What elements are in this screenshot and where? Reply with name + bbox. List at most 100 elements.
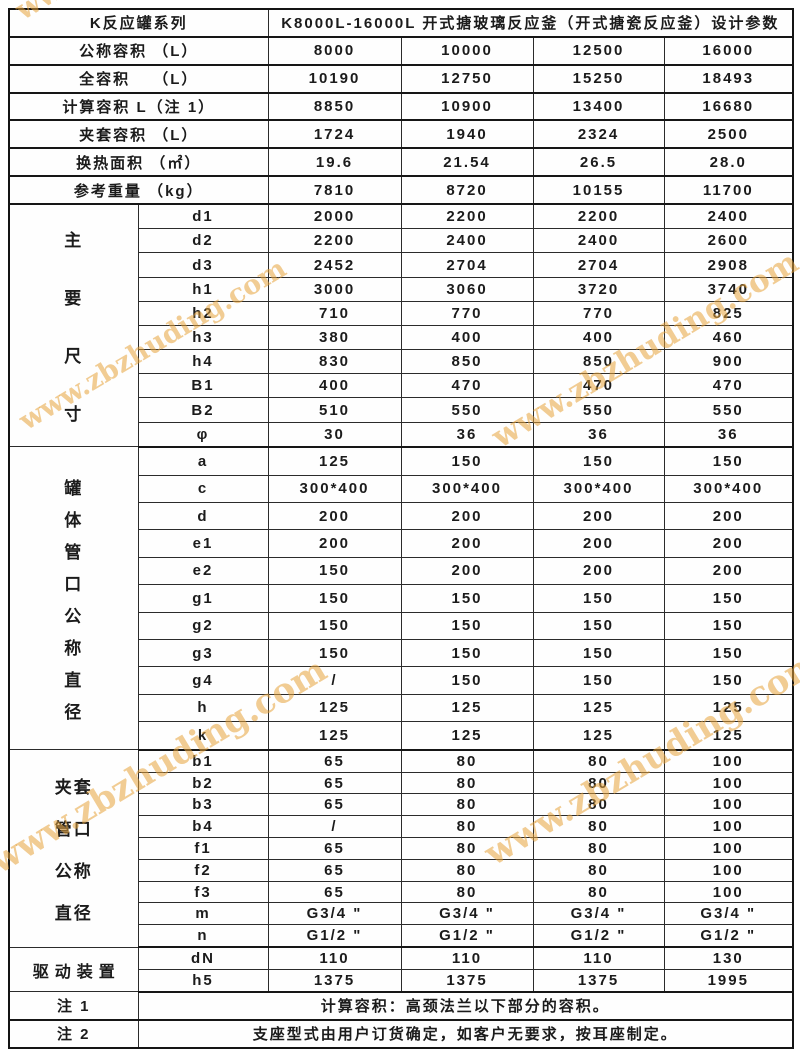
value-cell: 150 — [267, 584, 402, 613]
note-label-cell: 注 2 — [8, 1019, 139, 1049]
value-cell: 2200 — [532, 203, 665, 230]
value-cell: 21.54 — [400, 147, 534, 178]
value-cell: 125 — [267, 693, 402, 723]
value-cell: 710 — [267, 300, 402, 326]
group-label-char: 尺 — [64, 347, 84, 367]
param-name-cell: φ — [137, 421, 269, 448]
value-cell: 10900 — [400, 92, 534, 122]
value-cell: 2200 — [267, 228, 402, 254]
note-text-cell: 计算容积：高颈法兰以下部分的容积。 — [137, 991, 794, 1021]
table-row: c 300*400 300*400 300*400 300*400 — [9, 474, 794, 503]
value-cell: 150 — [532, 666, 665, 695]
param-name-cell: g4 — [137, 666, 269, 695]
value-cell: 18493 — [663, 64, 794, 94]
summary-label-cell: 计算容积 L（注 1） — [8, 92, 269, 122]
param-name-cell: c — [137, 474, 269, 503]
value-cell: 100 — [663, 858, 794, 882]
value-cell: 200 — [532, 529, 665, 558]
group-cell-vessel-nozzle-nominal-diameter: 罐体管口公称直径 — [8, 446, 139, 751]
value-cell: 300*400 — [267, 474, 402, 503]
note-label-cell: 注 1 — [8, 991, 139, 1021]
value-cell: 300*400 — [532, 474, 665, 503]
value-cell: 2704 — [400, 252, 534, 278]
value-cell: 150 — [267, 556, 402, 586]
value-cell: 3000 — [267, 276, 402, 302]
value-cell: 3740 — [663, 276, 794, 302]
value-cell: 16000 — [663, 36, 794, 66]
value-cell: 150 — [267, 611, 402, 640]
summary-label-cell: 夹套容积 （L） — [8, 119, 269, 150]
group-cell-drive-unit: 驱动装置 — [8, 946, 139, 993]
value-cell: 125 — [663, 693, 794, 723]
table-row: 计算容积 L（注 1） 8850 10900 13400 16680 — [8, 92, 794, 122]
table-row: φ 30 36 36 36 — [9, 421, 794, 448]
table-row: 全容积 （L） 10190 12750 15250 18493 — [8, 64, 794, 94]
value-cell: 2400 — [663, 203, 794, 230]
table-row: b2 65 80 80 100 — [9, 771, 794, 795]
table-row: B1 400 470 470 470 — [9, 373, 794, 399]
table-title-cell: K8000L-16000L 开式搪玻璃反应釜（开式搪瓷反应釜）设计参数 — [267, 8, 794, 38]
value-cell: 125 — [532, 721, 665, 751]
value-cell: 80 — [532, 771, 665, 795]
value-cell: 510 — [267, 397, 402, 423]
value-cell: 470 — [400, 373, 534, 399]
value-cell: 100 — [663, 837, 794, 860]
value-cell: 80 — [400, 880, 534, 904]
table-row: 注 2 支座型式由用户订货确定，如客户无要求，按耳座制定。 — [8, 1019, 794, 1049]
spec-table-body: K反应罐系列 K8000L-16000L 开式搪玻璃反应釜（开式搪瓷反应釜）设计参… — [8, 8, 794, 1049]
value-cell: 550 — [400, 397, 534, 423]
value-cell: 125 — [267, 446, 402, 476]
value-cell: 80 — [532, 858, 665, 882]
value-cell: 10190 — [267, 64, 402, 94]
value-cell: 400 — [532, 324, 665, 351]
value-cell: 12750 — [400, 64, 534, 94]
table-row: 夹套容积 （L） 1724 1940 2324 2500 — [8, 119, 794, 150]
value-cell: 80 — [400, 771, 534, 795]
group-label-char: 体 — [64, 510, 84, 530]
param-name-cell: b1 — [137, 749, 269, 773]
value-cell: 125 — [267, 721, 402, 751]
group-label-char: 直 — [64, 670, 84, 690]
value-cell: G1/2 " — [532, 924, 665, 949]
value-cell: 470 — [532, 373, 665, 399]
watermark-text: www.zbzhuding.com — [460, 0, 748, 3]
param-name-cell: g3 — [137, 638, 269, 668]
table-row: 夹套 管口 公称 直径 b1 65 80 80 100 — [8, 749, 794, 948]
group-label: 罐体管口公称直径 — [10, 448, 137, 749]
group-label-char: 公称 — [54, 861, 93, 881]
value-cell: 770 — [400, 300, 534, 326]
value-cell: 30 — [267, 421, 402, 448]
group-label-char: 寸 — [64, 405, 84, 425]
value-cell: G3/4 " — [267, 902, 402, 926]
group-label-char: 公 — [64, 606, 84, 626]
value-cell: 10000 — [400, 36, 534, 66]
value-cell: 110 — [532, 946, 665, 971]
value-cell: 100 — [663, 749, 794, 773]
param-name-cell: h5 — [137, 969, 269, 994]
param-name-cell: h1 — [137, 276, 269, 302]
table-row: h2 710 770 770 825 — [9, 300, 794, 326]
param-name-cell: m — [137, 902, 269, 926]
group-label-char: 直径 — [54, 903, 93, 923]
value-cell: 150 — [532, 446, 665, 476]
value-cell: 80 — [532, 749, 665, 773]
group-label-char: 称 — [64, 638, 84, 658]
param-name-cell: n — [137, 924, 269, 949]
value-cell: 850 — [400, 349, 534, 375]
value-cell: 1995 — [663, 969, 794, 994]
group-label-char: 径 — [64, 702, 84, 722]
value-cell: 150 — [400, 638, 534, 668]
value-cell: 300*400 — [663, 474, 794, 503]
value-cell: 11700 — [663, 175, 794, 206]
value-cell: 470 — [663, 373, 794, 399]
value-cell: 200 — [267, 501, 402, 531]
param-name-cell: h3 — [137, 324, 269, 351]
value-cell: 150 — [532, 584, 665, 613]
value-cell: 150 — [400, 584, 534, 613]
value-cell: G1/2 " — [400, 924, 534, 949]
value-cell: 150 — [663, 666, 794, 695]
table-row: b3 65 80 80 100 — [9, 793, 794, 817]
value-cell: 110 — [400, 946, 534, 971]
value-cell: 10155 — [532, 175, 665, 206]
value-cell: 380 — [267, 324, 402, 351]
